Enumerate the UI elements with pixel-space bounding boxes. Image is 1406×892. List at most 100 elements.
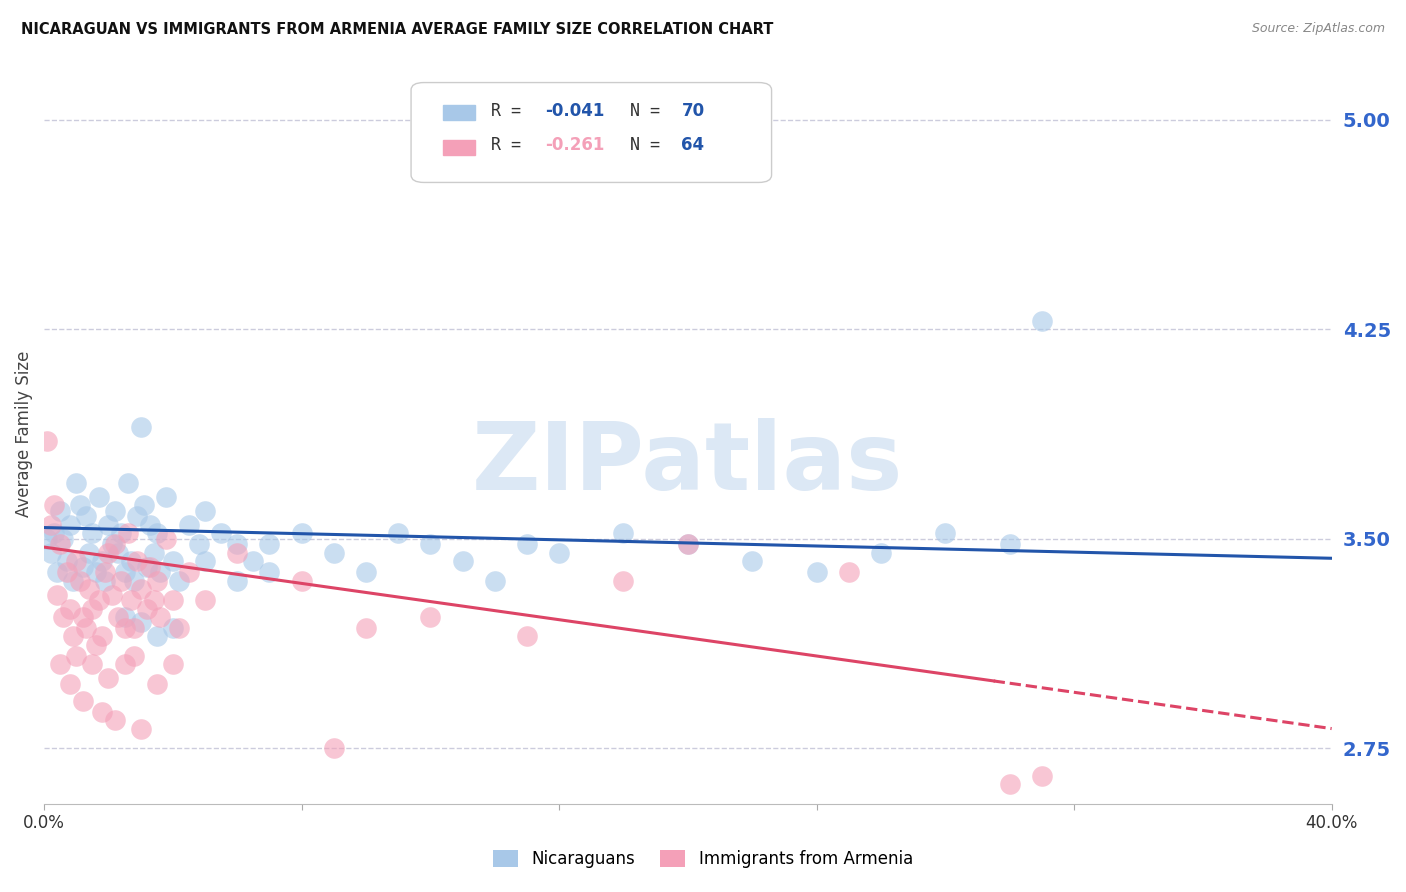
- Text: ZIPatlas: ZIPatlas: [472, 417, 904, 509]
- Point: [117, 475, 139, 490]
- Point: [226, 546, 249, 560]
- FancyBboxPatch shape: [443, 105, 475, 120]
- Point: [65, 475, 87, 490]
- Point: [75, 509, 97, 524]
- Point: [97, 517, 120, 532]
- Point: [49, 504, 72, 518]
- Point: [122, 621, 145, 635]
- Point: [226, 537, 249, 551]
- Point: [806, 566, 828, 580]
- Point: [49, 657, 72, 672]
- Point: [1031, 314, 1053, 328]
- Text: 64: 64: [682, 136, 704, 154]
- Point: [122, 574, 145, 588]
- Point: [65, 648, 87, 663]
- Point: [132, 498, 155, 512]
- Point: [49, 537, 72, 551]
- Point: [127, 554, 149, 568]
- Y-axis label: Average Family Size: Average Family Size: [15, 351, 32, 517]
- Point: [114, 657, 136, 672]
- Point: [136, 601, 159, 615]
- Point: [129, 420, 152, 434]
- Point: [612, 574, 634, 588]
- Point: [65, 554, 87, 568]
- Point: [516, 630, 538, 644]
- Point: [516, 537, 538, 551]
- Point: [194, 593, 217, 607]
- FancyBboxPatch shape: [411, 83, 772, 183]
- Point: [162, 593, 184, 607]
- Point: [146, 574, 169, 588]
- Point: [72, 610, 94, 624]
- Point: [104, 537, 127, 551]
- Point: [114, 566, 136, 580]
- Point: [242, 554, 264, 568]
- Point: [676, 537, 699, 551]
- Point: [209, 526, 232, 541]
- Point: [59, 517, 82, 532]
- Point: [55, 554, 77, 568]
- Point: [110, 526, 132, 541]
- Point: [998, 537, 1021, 551]
- Point: [77, 582, 100, 596]
- Point: [129, 722, 152, 736]
- Point: [52, 610, 75, 624]
- Point: [120, 554, 142, 568]
- Point: [155, 532, 177, 546]
- Point: [451, 554, 474, 568]
- Text: N =: N =: [630, 102, 669, 120]
- Point: [82, 601, 104, 615]
- Point: [934, 526, 956, 541]
- Point: [142, 593, 165, 607]
- Point: [91, 630, 114, 644]
- Point: [87, 490, 110, 504]
- Point: [322, 741, 344, 756]
- Point: [46, 588, 69, 602]
- Point: [259, 537, 281, 551]
- Point: [55, 566, 77, 580]
- Point: [226, 574, 249, 588]
- Point: [46, 566, 69, 580]
- Point: [354, 566, 377, 580]
- Point: [122, 648, 145, 663]
- Point: [69, 498, 91, 512]
- Point: [117, 526, 139, 541]
- Text: N =: N =: [630, 136, 669, 154]
- Point: [114, 621, 136, 635]
- Point: [97, 546, 120, 560]
- Point: [84, 638, 107, 652]
- Point: [139, 517, 162, 532]
- Point: [142, 546, 165, 560]
- Point: [120, 593, 142, 607]
- Point: [114, 610, 136, 624]
- Point: [72, 559, 94, 574]
- Text: Source: ZipAtlas.com: Source: ZipAtlas.com: [1251, 22, 1385, 36]
- Point: [419, 537, 441, 551]
- Point: [354, 621, 377, 635]
- Point: [94, 566, 117, 580]
- Point: [149, 610, 172, 624]
- Point: [110, 574, 132, 588]
- Point: [82, 526, 104, 541]
- Point: [100, 537, 122, 551]
- Point: [104, 713, 127, 727]
- Point: [39, 546, 62, 560]
- Point: [91, 554, 114, 568]
- Text: 70: 70: [682, 102, 704, 120]
- Point: [129, 582, 152, 596]
- Point: [146, 526, 169, 541]
- Point: [146, 630, 169, 644]
- Point: [75, 621, 97, 635]
- Point: [87, 593, 110, 607]
- Point: [72, 694, 94, 708]
- Point: [548, 546, 571, 560]
- Point: [146, 677, 169, 691]
- Text: R =: R =: [491, 136, 531, 154]
- Point: [322, 546, 344, 560]
- Point: [52, 532, 75, 546]
- Point: [676, 537, 699, 551]
- Point: [162, 621, 184, 635]
- Point: [69, 574, 91, 588]
- Text: R =: R =: [491, 102, 531, 120]
- Point: [194, 504, 217, 518]
